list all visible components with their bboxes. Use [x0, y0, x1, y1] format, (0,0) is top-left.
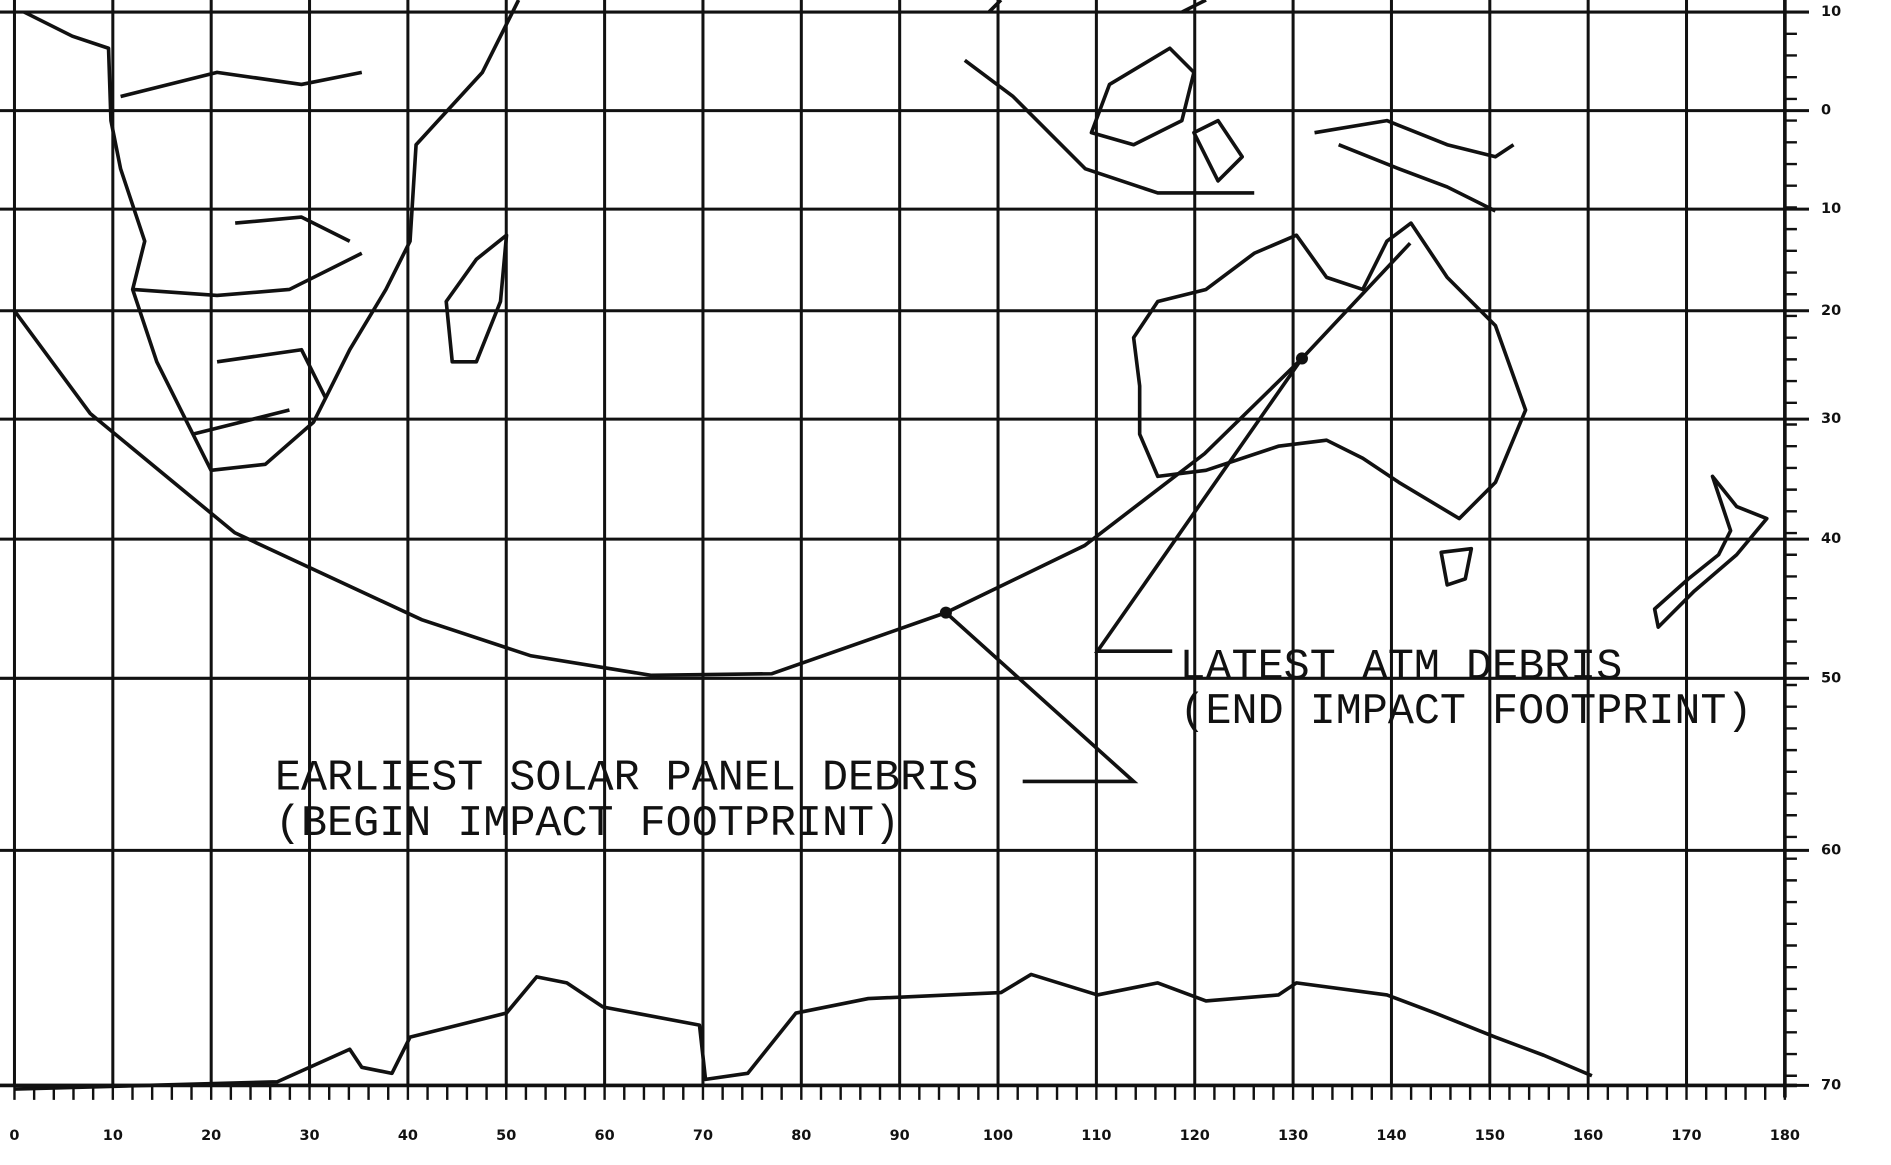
- y-tick-label: 70: [1821, 1077, 1841, 1093]
- x-tick-label: 100: [983, 1128, 1013, 1144]
- x-tick-label: 60: [595, 1128, 615, 1144]
- x-tick-label: 170: [1671, 1128, 1701, 1144]
- x-tick-label: 140: [1376, 1128, 1406, 1144]
- australia: [1131, 221, 1528, 521]
- annotation: (END IMPACT FOOTPRINT): [1179, 688, 1752, 737]
- annotation: (BEGIN IMPACT FOOTPRINT): [275, 800, 900, 849]
- x-tick-label: 150: [1475, 1128, 1505, 1144]
- y-tick-label: 20: [1821, 303, 1841, 319]
- x-tick-label: 10: [103, 1128, 123, 1144]
- x-tick-label: 40: [398, 1128, 418, 1144]
- ruler-ticks: [13, 10, 1797, 1100]
- leader-line: [944, 611, 1139, 784]
- africa: [23, 0, 521, 473]
- x-tick-label: 160: [1573, 1128, 1603, 1144]
- x-tick-label: 180: [1770, 1128, 1800, 1144]
- y-tick-label: 50: [1821, 670, 1841, 686]
- antarctica: [14, 972, 1593, 1091]
- y-tick-label: 0: [1821, 103, 1831, 119]
- y-tick-label: 10: [1821, 201, 1841, 217]
- tasmania: [1439, 546, 1474, 587]
- asia-indonesia: [963, 0, 1515, 213]
- annotation: EARLIEST SOLAR PANEL DEBRIS: [275, 754, 978, 803]
- x-tick-label: 70: [693, 1128, 713, 1144]
- footprint-marker: [1295, 352, 1308, 365]
- coastlines: [14, 0, 1769, 1091]
- x-tick-label: 50: [496, 1128, 516, 1144]
- africa-borders: [120, 70, 363, 436]
- x-tick-label: 30: [299, 1128, 319, 1144]
- madagascar: [444, 233, 509, 364]
- x-tick-label: 90: [890, 1128, 910, 1144]
- x-tick-label: 110: [1081, 1128, 1111, 1144]
- x-tick-label: 130: [1278, 1128, 1308, 1144]
- x-tick-label: 20: [201, 1128, 221, 1144]
- x-tick-label: 120: [1180, 1128, 1210, 1144]
- y-tick-label: 60: [1821, 842, 1841, 858]
- new-zealand: [1652, 474, 1769, 629]
- ground-track: [13, 241, 1412, 678]
- x-tick-label: 80: [791, 1128, 811, 1144]
- annotation: LATEST ATM DEBRIS: [1179, 643, 1622, 692]
- y-tick-label: 30: [1821, 411, 1841, 427]
- leader-line: [1093, 357, 1304, 654]
- footprint-marker: [939, 606, 952, 619]
- y-tick-label: 40: [1821, 531, 1841, 547]
- x-tick-label: 0: [9, 1128, 19, 1144]
- y-tick-label: 10: [1821, 4, 1841, 20]
